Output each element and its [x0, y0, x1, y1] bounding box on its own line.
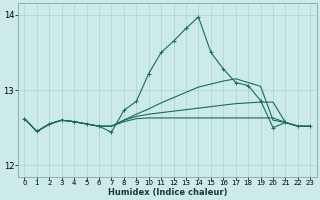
X-axis label: Humidex (Indice chaleur): Humidex (Indice chaleur) — [108, 188, 227, 197]
